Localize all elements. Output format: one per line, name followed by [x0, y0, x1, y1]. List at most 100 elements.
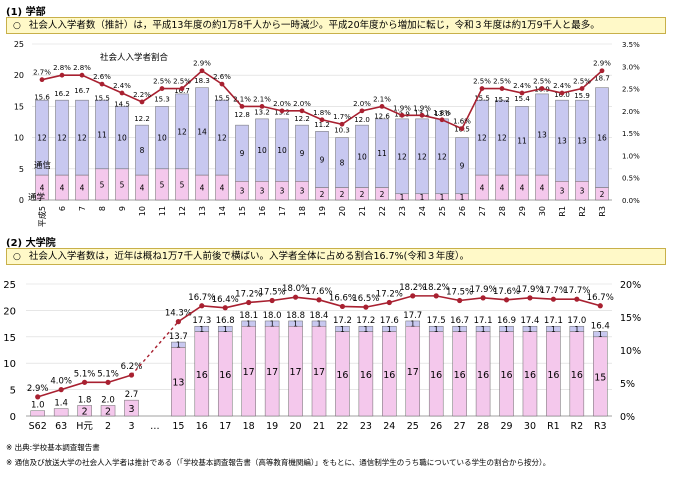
ratio-point: [239, 104, 245, 109]
ratio-point: [79, 72, 85, 78]
ratio-label: 17.5%: [259, 288, 286, 298]
bar-label-upper: 1: [223, 325, 228, 334]
y-tick-right: 0.0%: [622, 197, 640, 205]
bar-label-tsugaku: 4: [200, 184, 205, 193]
bar-label-lower: 16: [524, 370, 536, 381]
bar-lower: [124, 399, 139, 417]
ratio-label: 2.9%: [593, 60, 611, 68]
x-tick: 21: [313, 421, 325, 432]
y-tick-right: 0%: [620, 412, 635, 423]
bar-label-tsugaku: 3: [280, 187, 285, 196]
bar-label-lower: 16: [547, 370, 559, 381]
bar-tsushin: [55, 99, 69, 176]
bar-tsushin: [195, 87, 209, 176]
ratio-label: 2.9%: [27, 384, 49, 394]
y-tick-left: 10: [3, 359, 16, 370]
ratio-label: 5.1%: [97, 369, 119, 379]
bar-label-tsushin: 10: [357, 152, 367, 161]
ratio-point: [292, 294, 299, 300]
x-tick: 13: [198, 206, 207, 216]
bar-total-label: 13.0: [434, 110, 450, 118]
bar-tsushin: [515, 106, 529, 176]
section1-heading: (1) 学部: [6, 7, 46, 18]
bar-total-label: 17.4: [520, 316, 539, 326]
bar-total-label: 1.8: [78, 395, 92, 405]
y-tick-left: 15: [3, 333, 16, 344]
x-tick: 24: [418, 206, 427, 216]
ratio-point: [386, 299, 392, 306]
x-tick: S62: [29, 421, 47, 432]
ratio-point: [222, 305, 228, 311]
x-tick: 20: [290, 421, 302, 432]
bar-total-label: 15.5: [214, 94, 230, 102]
bar-tsushin: [575, 99, 589, 182]
bar-upper: [475, 325, 491, 332]
bar-tsushin: [255, 118, 269, 182]
bar-label-upper: 1: [528, 325, 533, 334]
bar-label-lower: 17: [290, 367, 302, 378]
ratio-label: 2.5%: [533, 78, 551, 86]
bar-total-label: 17.7: [403, 311, 422, 321]
ratio-label: 18.2%: [423, 283, 450, 293]
x-tick: H元: [76, 421, 93, 432]
bar-tsushin: [495, 99, 509, 176]
y-tick-left: 20: [14, 71, 24, 80]
x-tick: 11: [158, 206, 167, 216]
bar-upper: [311, 320, 327, 327]
ratio-point: [503, 297, 510, 303]
ratio-point: [457, 297, 463, 304]
bar-total-label: 17.3: [192, 316, 211, 326]
ratio-point: [597, 303, 603, 309]
bar-total-label: 17.2: [333, 316, 352, 326]
bar-tsushin: [115, 106, 129, 170]
ratio-label: 17.6%: [305, 287, 332, 297]
bar-label-lower: 13: [172, 378, 184, 389]
footnote-estimate: ※ 通信及び放送大学の社会人入学者は推計である（「学校基本調査報告書（高等教育機…: [6, 458, 551, 467]
ratio-point: [219, 81, 225, 87]
section2-note: ○ 社会人入学者数は，近年は概ね1万7千人前後で横ばい。入学者全体に占める割合16…: [6, 248, 666, 265]
x-tick: 28: [477, 421, 489, 432]
bar-total-label: 17.6: [380, 316, 399, 326]
bar-upper: [264, 320, 280, 327]
bar-tsushin: [475, 99, 489, 176]
bar-tsushin: [355, 124, 369, 188]
bar-total-label: 10.3: [334, 127, 350, 135]
x-tick: 27: [454, 421, 466, 432]
y-tick-right: 5%: [620, 379, 635, 390]
bar-label-tsushin: 13: [537, 130, 547, 139]
bar-label-tsugaku: 2: [360, 190, 365, 199]
x-tick: R3: [594, 421, 607, 432]
ratio-label: 2.6%: [93, 73, 111, 81]
ratio-label: 18.2%: [399, 283, 426, 293]
bar-label-tsugaku: 3: [260, 187, 265, 196]
x-tick: 16: [258, 206, 267, 216]
bar-total-label: 2.7: [125, 390, 139, 400]
bar-total-label: 17.1: [544, 316, 563, 326]
ratio-label: 17.2%: [376, 289, 403, 299]
bar-total-label: 15.5: [94, 94, 110, 102]
bar-label-lower: 2: [82, 407, 88, 418]
x-tick: 20: [338, 206, 347, 216]
bar-label-upper: 1: [457, 325, 462, 334]
ratio-label: 2.4%: [553, 82, 571, 90]
x-tick: R1: [558, 206, 567, 217]
x-tick: R1: [547, 421, 560, 432]
x-tick: 30: [524, 421, 536, 432]
bar-total-label: 18.4: [310, 311, 329, 321]
bar-upper: [522, 325, 538, 332]
bar-total-label: 16.7: [74, 87, 90, 95]
bar-label-tsugaku: 3: [300, 187, 305, 196]
bar-total-label: 13.7: [169, 332, 188, 342]
bar-tsushin: [415, 118, 429, 195]
ratio-label: 2.1%: [253, 95, 271, 103]
ratio-label: 17.9%: [516, 285, 543, 295]
ratio-point: [159, 86, 165, 91]
bar-label-tsugaku: 3: [580, 187, 585, 196]
ratio-label: 4.0%: [50, 377, 72, 387]
bar-label-tsushin: 11: [377, 149, 387, 158]
bar-label-tsushin: 12: [477, 134, 487, 143]
ratio-label: 1.7%: [333, 113, 351, 121]
ratio-point: [439, 117, 445, 123]
ratio-point: [316, 297, 322, 303]
x-tick: 63: [55, 421, 67, 432]
